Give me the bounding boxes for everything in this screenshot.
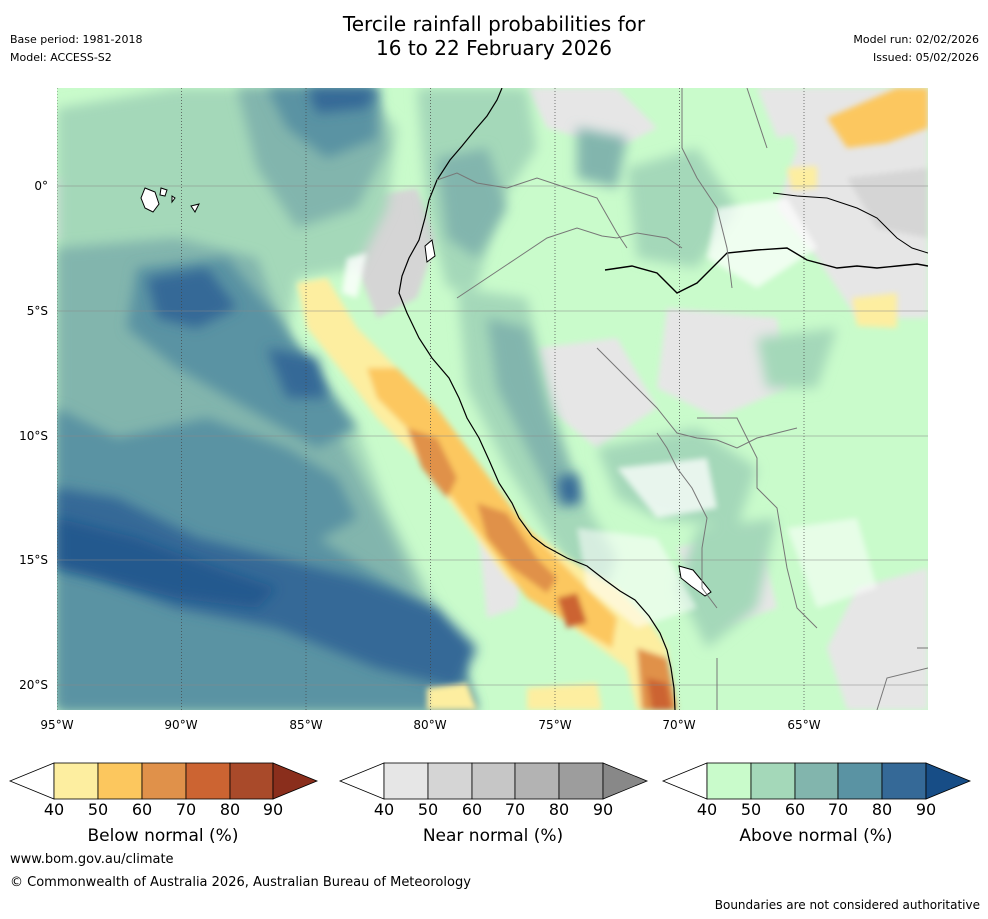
site-url: www.bom.gov.au/climate <box>10 852 174 867</box>
above-tick-90: 90 <box>915 800 937 819</box>
below-normal-regions <box>297 88 928 710</box>
near-upper-extension <box>602 762 649 800</box>
near-tick-90: 90 <box>592 800 614 819</box>
below-bin-3 <box>141 762 187 800</box>
map-title: Tercile rainfall probabilities for 16 to… <box>0 12 988 60</box>
lat-label-5s: 5°S <box>26 304 48 318</box>
below-tick-50: 50 <box>87 800 109 819</box>
below-tick-60: 60 <box>131 800 153 819</box>
above-tick-40: 40 <box>696 800 718 819</box>
lat-label-10s: 10°S <box>19 429 48 443</box>
colorbars <box>8 762 972 800</box>
copyright: © Commonwealth of Australia 2026, Austra… <box>10 875 471 890</box>
gulf-of-guayaquil-island <box>424 239 436 263</box>
above-tick-50: 50 <box>740 800 762 819</box>
lon-label-70w: 70°W <box>662 718 696 732</box>
above-tick-60: 60 <box>784 800 806 819</box>
below-bin-4 <box>185 762 231 800</box>
above-normal-colorbar <box>661 762 972 800</box>
above-normal-title: Above normal (%) <box>739 826 893 846</box>
below-tick-70: 70 <box>175 800 197 819</box>
boundaries-disclaimer: Boundaries are not considered authoritat… <box>714 898 980 912</box>
above-bin-5 <box>881 762 927 800</box>
no-signal-regions <box>342 198 877 628</box>
below-tick-90: 90 <box>262 800 284 819</box>
below-bin-5 <box>229 762 274 800</box>
near-tick-70: 70 <box>504 800 526 819</box>
title-line-1: Tercile rainfall probabilities for <box>342 12 646 36</box>
below-bin-1 <box>53 762 99 800</box>
near-bin-1 <box>383 762 429 800</box>
rio-negro <box>772 192 928 254</box>
above-normal-90 <box>57 518 277 608</box>
above-upper-extension <box>925 762 972 800</box>
above-bin-2 <box>750 762 796 800</box>
lon-label-85w: 85°W <box>289 718 323 732</box>
model-run: Model run: 02/02/2026 <box>853 33 979 46</box>
above-tick-70: 70 <box>827 800 849 819</box>
near-normal-colorbar <box>338 762 649 800</box>
near-normal-regions <box>57 88 928 710</box>
below-tick-80: 80 <box>219 800 241 819</box>
above-tick-80: 80 <box>871 800 893 819</box>
near-tick-40: 40 <box>373 800 395 819</box>
below-normal-title: Below normal (%) <box>87 826 239 846</box>
near-bin-2 <box>427 762 473 800</box>
lon-label-95w: 95°W <box>40 718 74 732</box>
meta-right: Model run: 02/02/2026 Issued: 05/02/2026 <box>853 31 979 67</box>
probability-map <box>57 88 928 710</box>
galapagos-islands <box>140 187 200 213</box>
lon-label-65w: 65°W <box>787 718 821 732</box>
near-lower-extension <box>338 762 385 800</box>
above-bin-1 <box>706 762 752 800</box>
parallels <box>57 185 928 686</box>
near-tick-60: 60 <box>461 800 483 819</box>
lon-label-90w: 90°W <box>164 718 198 732</box>
lat-label-0: 0° <box>34 179 48 193</box>
below-lower-extension <box>8 762 55 800</box>
below-bin-2 <box>97 762 143 800</box>
below-normal-colorbar <box>8 762 319 800</box>
meta-left: Base period: 1981-2018 Model: ACCESS-S2 <box>10 31 142 67</box>
near-bin-4 <box>514 762 560 800</box>
lat-label-20s: 20°S <box>19 678 48 692</box>
below-upper-extension <box>272 762 319 800</box>
near-tick-80: 80 <box>548 800 570 819</box>
amazon-river <box>604 247 928 294</box>
near-bin-5 <box>558 762 604 800</box>
lon-label-80w: 80°W <box>413 718 447 732</box>
below-tick-40: 40 <box>43 800 65 819</box>
near-tick-50: 50 <box>417 800 439 819</box>
lon-label-75w: 75°W <box>538 718 572 732</box>
above-bin-3 <box>794 762 839 800</box>
base-period: Base period: 1981-2018 <box>10 33 143 46</box>
near-normal-title: Near normal (%) <box>422 826 564 846</box>
country-borders <box>436 88 928 710</box>
near-bin-3 <box>471 762 516 800</box>
above-lower-extension <box>661 762 708 800</box>
model-name: Model: ACCESS-S2 <box>10 51 112 64</box>
above-bin-4 <box>837 762 883 800</box>
lat-label-15s: 15°S <box>19 553 48 567</box>
issued-date: Issued: 05/02/2026 <box>872 51 979 64</box>
title-line-2: 16 to 22 February 2026 <box>376 36 612 60</box>
